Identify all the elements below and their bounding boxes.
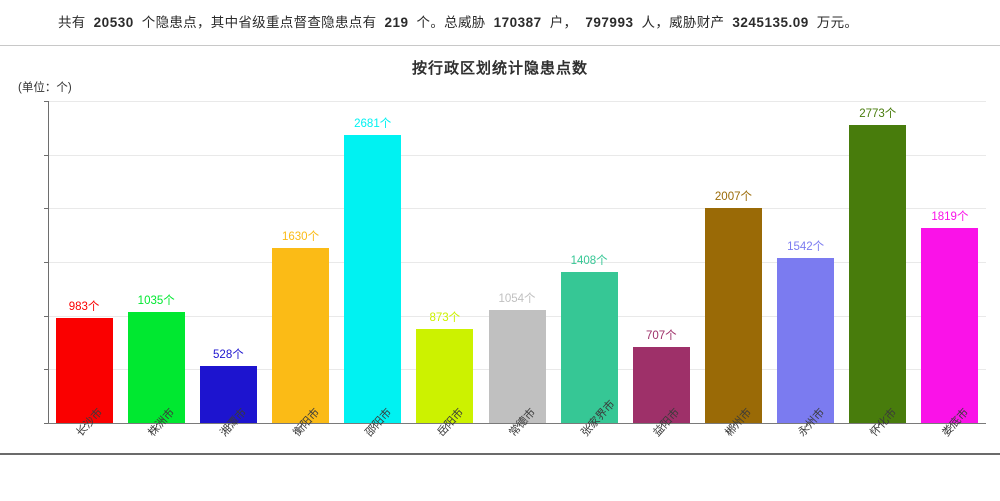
summary-statistics-text: 共有 20530 个隐患点，其中省级重点督查隐患点有 219 个。总威胁 170…	[58, 11, 858, 31]
bar-slot: 1630个	[272, 101, 330, 423]
bar-value-label: 1054个	[498, 292, 536, 305]
bar-slot: 2773个	[849, 101, 907, 423]
summary-total-points-value: 20530	[93, 15, 134, 30]
summary-prefix: 共有	[58, 15, 86, 30]
y-axis-unit-label: (单位：个)	[18, 82, 72, 94]
gridline	[48, 101, 986, 102]
bar[interactable]	[777, 257, 835, 423]
summary-mid4: 人，威胁财产	[641, 15, 725, 30]
x-axis-tick-mark	[589, 423, 591, 427]
y-axis-tick-mark	[44, 262, 48, 263]
bar[interactable]	[272, 248, 330, 423]
summary-households-value: 170387	[493, 15, 542, 30]
bar-value-label: 1542个	[787, 240, 825, 253]
bar-slot: 1819个	[921, 101, 979, 423]
bar-slot: 983个	[55, 101, 113, 423]
chart-card: 按行政区划统计隐患点数 (单位：个) 983个 1035个 528个 1630个 268…	[0, 46, 1000, 455]
x-axis-tick-mark	[300, 423, 302, 427]
bar[interactable]	[632, 347, 690, 423]
x-axis-tick-mark	[733, 423, 735, 427]
summary-mid1: 个隐患点，其中省级重点督查隐患点有	[141, 15, 377, 30]
gridline	[48, 154, 986, 156]
bar-value-label: 1630个	[281, 231, 320, 244]
bar-value-label: 1035个	[137, 294, 175, 307]
x-axis-tick-mark	[661, 423, 663, 427]
x-axis-tick-mark	[517, 423, 518, 427]
summary-people-value: 797993	[585, 15, 634, 30]
bar[interactable]	[849, 125, 907, 423]
y-axis-tick-mark	[44, 315, 48, 317]
y-axis-tick-mark	[44, 369, 48, 371]
bar[interactable]	[199, 366, 257, 423]
bar-value-label: 528个	[213, 349, 244, 362]
bar-slot: 2681个	[344, 101, 402, 423]
bar-value-label: 707个	[645, 330, 677, 343]
x-axis-tick-mark	[805, 423, 807, 427]
y-axis-tick-mark	[44, 101, 48, 102]
bar-slot: 2007个	[704, 101, 762, 423]
bar-value-label: 1408个	[570, 254, 608, 267]
x-axis-tick-mark	[156, 423, 158, 427]
bar-value-label: 873个	[429, 312, 461, 325]
bar-value-label: 1819个	[931, 210, 969, 223]
bar[interactable]	[921, 227, 979, 423]
chart-title: 按行政区划统计隐患点数	[411, 60, 588, 77]
plot-inner: 983个 1035个 528个 1630个 2681个 873个 1054个 1408个 707…	[44, 101, 986, 424]
x-axis-tick-mark	[444, 423, 446, 427]
bar-slot: 1408个	[560, 101, 618, 423]
bar[interactable]	[344, 135, 402, 423]
bar-value-label: 983个	[68, 300, 100, 313]
bar-slot: 1054个	[488, 101, 546, 423]
bar-slot: 1035个	[127, 101, 185, 423]
bar[interactable]	[127, 311, 185, 423]
bar-slot: 707个	[632, 101, 690, 423]
x-axis-tick-mark	[949, 423, 951, 427]
y-axis-tick-mark	[44, 208, 48, 210]
summary-property-value: 3245135.09	[732, 15, 809, 30]
x-axis-tick-mark	[228, 423, 230, 427]
y-axis-line	[48, 101, 49, 423]
gridline	[48, 208, 986, 210]
plot-area: 983个 1035个 528个 1630个 2681个 873个 1054个 1408个 707…	[44, 101, 986, 424]
x-axis: 长沙市 株洲市 湘潭市 衡阳市 邵阳市 岳阳市 常德市 张家界市 益阳市 郴州市 永州市 怀化市 娄底市	[48, 398, 986, 501]
bar-slot: 1542个	[777, 101, 835, 423]
x-axis-tick-mark	[877, 423, 879, 427]
summary-key-points-value: 219	[384, 15, 409, 30]
bar[interactable]	[488, 309, 546, 423]
summary-mid2: 个。总威胁	[416, 15, 486, 30]
bar-value-label: 2773个	[859, 108, 897, 121]
y-axis-tick-mark	[44, 423, 48, 424]
bar[interactable]	[704, 207, 762, 423]
summary-banner: 共有 20530 个隐患点，其中省级重点督查隐患点有 219 个。总威胁 170…	[0, 0, 1000, 46]
bar[interactable]	[55, 317, 113, 423]
bar[interactable]	[416, 329, 474, 423]
bar-slot: 528个	[199, 101, 257, 423]
x-axis-tick-mark	[372, 423, 374, 427]
bar[interactable]	[560, 271, 618, 423]
y-axis-tick-mark	[44, 154, 48, 156]
gridline	[48, 262, 986, 263]
bar-slot: 873个	[416, 101, 474, 423]
bar-value-label: 2681个	[354, 118, 392, 131]
x-axis-tick-mark	[84, 423, 86, 427]
bar-value-label: 2007个	[714, 190, 752, 203]
summary-suffix: 万元。	[816, 15, 859, 30]
summary-mid3: 户，	[549, 15, 578, 30]
